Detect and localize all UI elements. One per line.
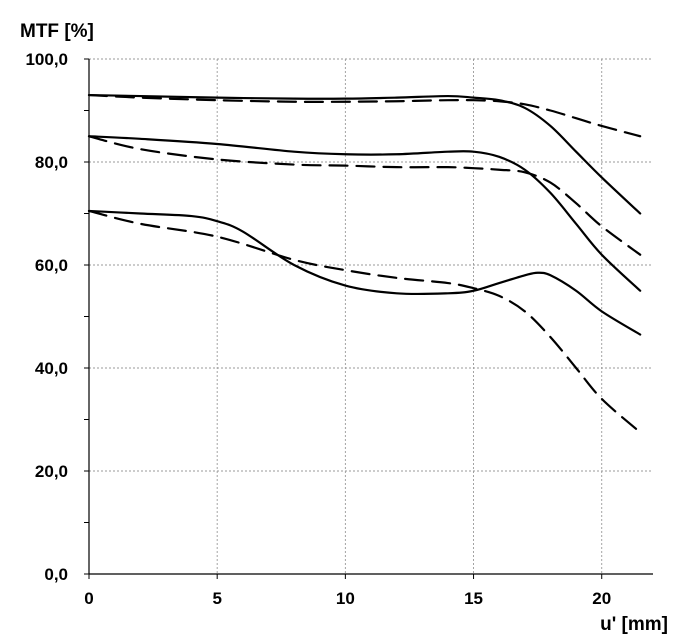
y-tick-label: 80,0	[35, 153, 68, 172]
y-tick-label: 40,0	[35, 359, 68, 378]
x-tick-label: 0	[84, 589, 93, 608]
y-tick-label: 60,0	[35, 256, 68, 275]
series-line-4-dashed	[87, 135, 642, 256]
x-tick-label: 10	[336, 589, 355, 608]
grid	[89, 58, 653, 574]
y-tick-labels: 0,0 20,0 40,0 60,0 80,0 100,0	[25, 50, 68, 584]
x-tick-label: 5	[212, 589, 221, 608]
series-line-3-solid	[87, 135, 642, 292]
series-lines	[87, 93, 642, 434]
x-tick-label: 20	[592, 589, 611, 608]
y-tick-label: 20,0	[35, 462, 68, 481]
y-tick-label: 100,0	[25, 50, 68, 69]
series-line-1-solid	[87, 93, 642, 215]
x-tick-labels: 0 5 10 15 20	[84, 589, 611, 608]
minor-ticks	[84, 58, 603, 579]
y-axis-title: MTF [%]	[20, 21, 94, 42]
series-line-6-dashed	[87, 209, 642, 434]
x-axis-title: u' [mm]	[600, 614, 668, 635]
y-tick-label: 0,0	[44, 565, 68, 584]
x-tick-label: 15	[464, 589, 483, 608]
series-line-2-dashed	[87, 93, 642, 138]
series-line-5-solid	[87, 209, 642, 336]
